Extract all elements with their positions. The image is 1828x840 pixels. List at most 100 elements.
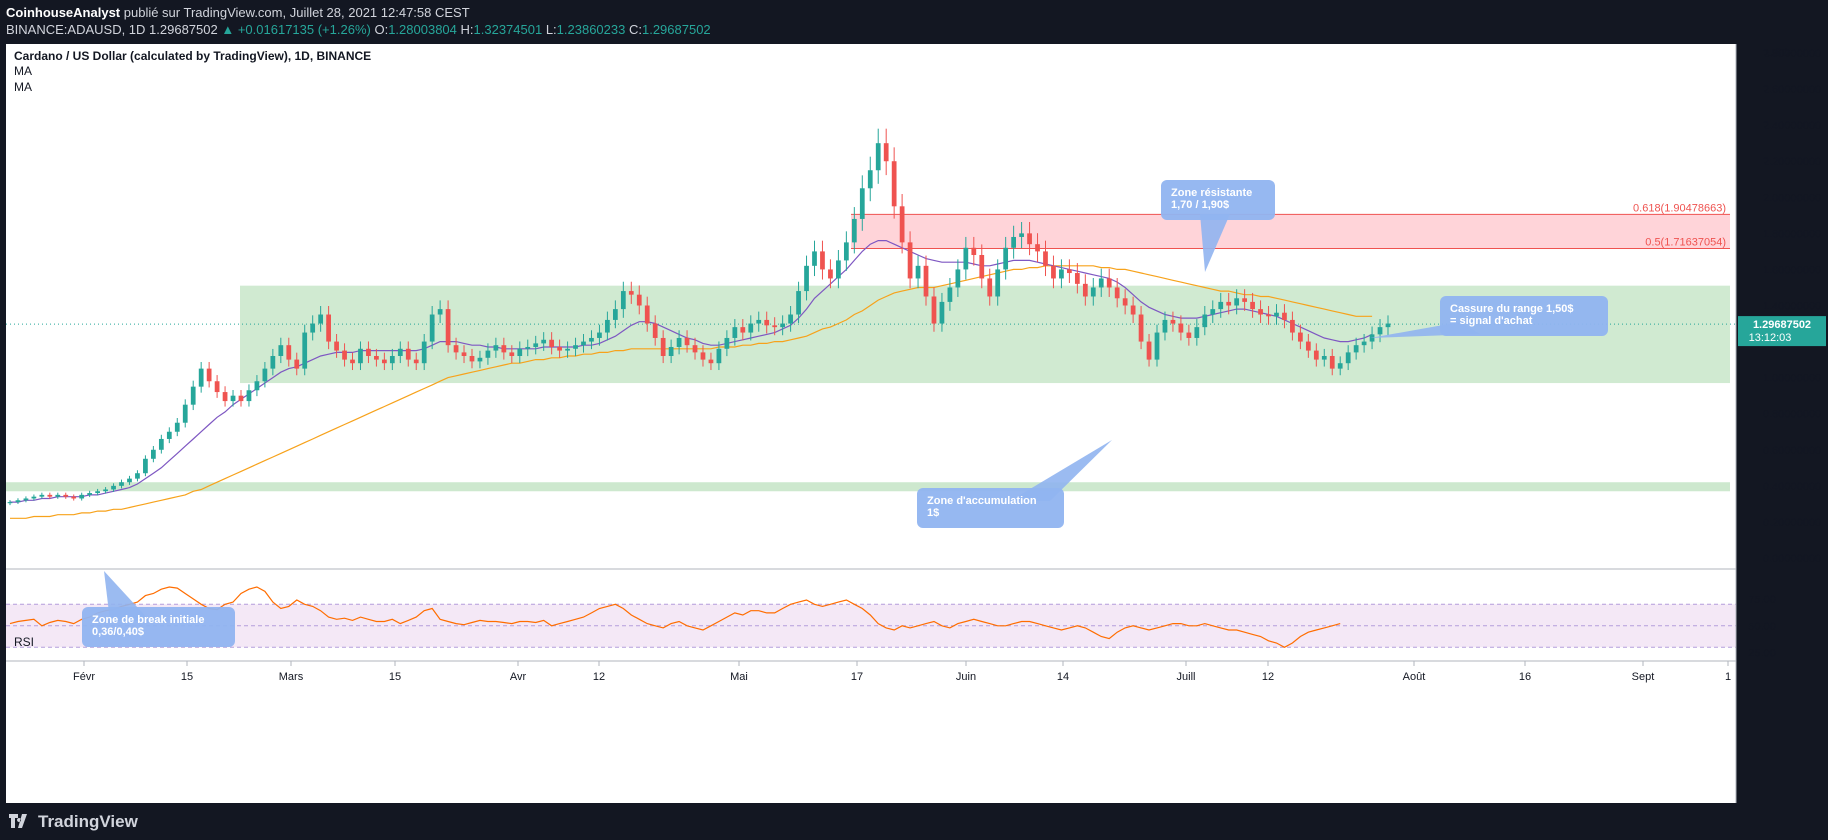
candle[interactable] bbox=[716, 341, 722, 371]
candle[interactable] bbox=[1106, 268, 1112, 297]
candle[interactable] bbox=[374, 348, 379, 367]
candle[interactable] bbox=[1290, 311, 1295, 341]
candle[interactable] bbox=[493, 337, 499, 358]
candle[interactable] bbox=[453, 337, 459, 360]
candle[interactable] bbox=[1186, 324, 1192, 346]
candle[interactable] bbox=[1122, 289, 1128, 315]
candle[interactable] bbox=[1154, 324, 1160, 367]
candle[interactable] bbox=[700, 345, 706, 367]
candle[interactable] bbox=[166, 427, 172, 444]
candle[interactable] bbox=[581, 333, 586, 353]
candle[interactable] bbox=[955, 259, 961, 297]
candle[interactable] bbox=[533, 335, 539, 355]
candle[interactable] bbox=[405, 341, 411, 367]
candle[interactable] bbox=[182, 399, 188, 428]
candle[interactable] bbox=[692, 337, 698, 360]
candle[interactable] bbox=[174, 417, 180, 437]
candle[interactable] bbox=[1305, 333, 1311, 358]
candle[interactable] bbox=[1266, 305, 1271, 325]
candle[interactable] bbox=[1194, 319, 1200, 346]
candle[interactable] bbox=[796, 281, 801, 324]
candle[interactable] bbox=[891, 147, 897, 219]
candle[interactable] bbox=[740, 319, 746, 341]
candle[interactable] bbox=[820, 240, 825, 280]
candle[interactable] bbox=[883, 128, 889, 176]
candle[interactable] bbox=[804, 255, 809, 301]
candle[interactable] bbox=[278, 337, 284, 364]
candle[interactable] bbox=[103, 487, 108, 494]
candle[interactable] bbox=[1258, 300, 1263, 324]
candle[interactable] bbox=[501, 337, 507, 360]
candle[interactable] bbox=[342, 343, 347, 367]
candle[interactable] bbox=[549, 332, 555, 355]
candle[interactable] bbox=[772, 317, 778, 336]
candle[interactable] bbox=[63, 492, 69, 499]
candle[interactable] bbox=[1043, 240, 1048, 277]
candle[interactable] bbox=[788, 305, 793, 332]
candle[interactable] bbox=[389, 348, 395, 371]
candle[interactable] bbox=[1353, 337, 1359, 360]
candle[interactable] bbox=[565, 341, 570, 358]
candle[interactable] bbox=[214, 375, 220, 398]
candle[interactable] bbox=[1178, 315, 1184, 341]
candle[interactable] bbox=[636, 285, 642, 315]
candle[interactable] bbox=[286, 337, 292, 367]
candle[interactable] bbox=[1218, 292, 1224, 318]
candle[interactable] bbox=[859, 175, 865, 231]
candle[interactable] bbox=[158, 434, 164, 454]
candle[interactable] bbox=[780, 315, 786, 336]
candle[interactable] bbox=[429, 305, 435, 350]
candle[interactable] bbox=[1337, 356, 1343, 376]
candle[interactable] bbox=[469, 348, 475, 369]
candle[interactable] bbox=[1067, 259, 1072, 284]
candle[interactable] bbox=[461, 345, 467, 364]
candle[interactable] bbox=[1162, 311, 1168, 341]
candle[interactable] bbox=[605, 311, 610, 341]
candle[interactable] bbox=[1242, 289, 1248, 311]
candle[interactable] bbox=[1329, 348, 1335, 376]
candle[interactable] bbox=[302, 324, 308, 376]
candle[interactable] bbox=[350, 352, 355, 371]
candle[interactable] bbox=[628, 281, 634, 304]
candle[interactable] bbox=[23, 496, 29, 503]
candle[interactable] bbox=[1377, 319, 1383, 343]
candle[interactable] bbox=[971, 236, 977, 266]
candle[interactable] bbox=[1313, 343, 1319, 367]
candle[interactable] bbox=[71, 494, 77, 501]
candle[interactable] bbox=[557, 339, 562, 358]
candle[interactable] bbox=[1170, 311, 1176, 332]
candle[interactable] bbox=[573, 337, 578, 357]
candle[interactable] bbox=[836, 249, 841, 289]
candle[interactable] bbox=[143, 455, 148, 477]
candle[interactable] bbox=[708, 352, 714, 371]
candle[interactable] bbox=[190, 380, 196, 411]
candle[interactable] bbox=[652, 315, 658, 346]
candle[interactable] bbox=[589, 330, 594, 350]
callout-range[interactable]: Cassure du range 1,50$= signal d'achat bbox=[1370, 296, 1608, 338]
candle[interactable] bbox=[851, 207, 857, 254]
candle[interactable] bbox=[1090, 277, 1096, 306]
currency-label[interactable]: USD bbox=[1766, 47, 1789, 59]
candle[interactable] bbox=[644, 296, 650, 332]
candle[interactable] bbox=[198, 361, 204, 393]
candle[interactable] bbox=[1082, 274, 1088, 306]
candle[interactable] bbox=[684, 330, 690, 353]
candle[interactable] bbox=[676, 330, 682, 355]
candle[interactable] bbox=[995, 259, 1001, 306]
candle[interactable] bbox=[397, 341, 403, 364]
candle[interactable] bbox=[1114, 277, 1120, 308]
candle[interactable] bbox=[1282, 304, 1287, 329]
candle[interactable] bbox=[756, 311, 762, 332]
tradingview-logo[interactable]: TradingView bbox=[8, 812, 138, 832]
candle[interactable] bbox=[230, 389, 236, 407]
candle[interactable] bbox=[1298, 324, 1303, 350]
candle[interactable] bbox=[812, 240, 817, 277]
chart-canvas[interactable]: 0.618(1.90478663) 0.5(1.71637054) 2.80000… bbox=[0, 44, 1828, 804]
candle[interactable] bbox=[1027, 222, 1032, 256]
candle[interactable] bbox=[310, 315, 316, 341]
candle[interactable] bbox=[358, 341, 363, 371]
candle[interactable] bbox=[875, 128, 881, 184]
candle[interactable] bbox=[764, 311, 770, 334]
candle[interactable] bbox=[915, 255, 921, 289]
